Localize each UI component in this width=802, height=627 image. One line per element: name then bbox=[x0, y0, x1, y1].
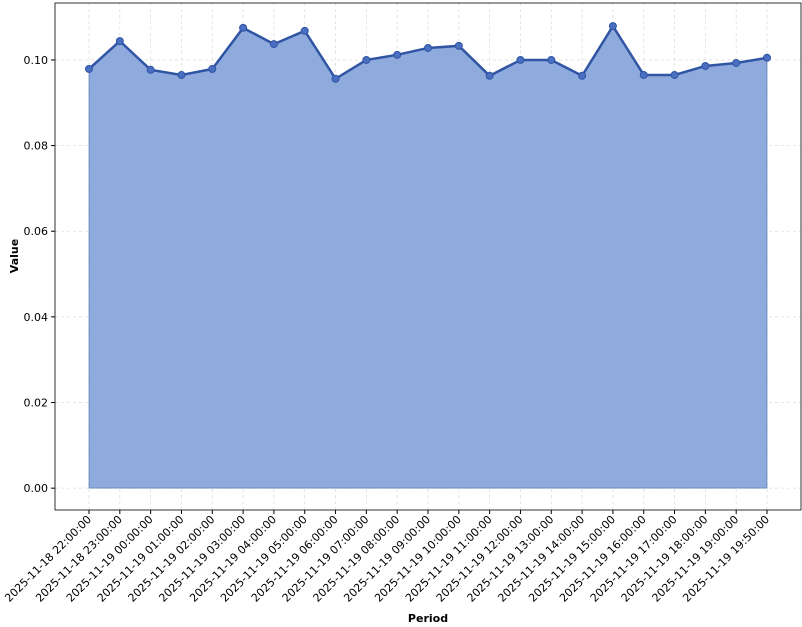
marker bbox=[608, 22, 617, 31]
marker bbox=[331, 74, 340, 83]
marker bbox=[177, 70, 186, 79]
marker bbox=[393, 50, 402, 59]
marker bbox=[578, 71, 587, 80]
marker bbox=[208, 64, 217, 73]
marker bbox=[300, 26, 309, 35]
marker bbox=[239, 23, 248, 32]
marker bbox=[146, 65, 155, 74]
marker bbox=[424, 43, 432, 52]
plot-frame bbox=[54, 2, 802, 511]
area bbox=[88, 25, 768, 489]
y-tick-label: 0.00 bbox=[24, 482, 49, 495]
marker bbox=[85, 64, 93, 73]
marker bbox=[670, 70, 679, 79]
y-tick-label: 0.04 bbox=[24, 311, 49, 324]
y-tick-label: 0.08 bbox=[24, 140, 49, 153]
y-tick-label: 0.06 bbox=[24, 225, 49, 238]
marker bbox=[701, 61, 710, 70]
marker bbox=[763, 53, 771, 62]
y-tick-label: 0.10 bbox=[24, 54, 49, 67]
marker bbox=[485, 71, 494, 80]
y-axis-label: Value bbox=[8, 239, 21, 273]
marker bbox=[362, 55, 371, 64]
marker bbox=[732, 58, 741, 67]
marker bbox=[639, 70, 648, 79]
y-tick-label: 0.02 bbox=[24, 397, 49, 410]
marker bbox=[115, 37, 124, 46]
marker bbox=[547, 55, 556, 64]
marker bbox=[516, 55, 525, 64]
x-axis-label: Period bbox=[408, 612, 448, 625]
marker bbox=[454, 41, 463, 50]
marker bbox=[269, 40, 278, 49]
